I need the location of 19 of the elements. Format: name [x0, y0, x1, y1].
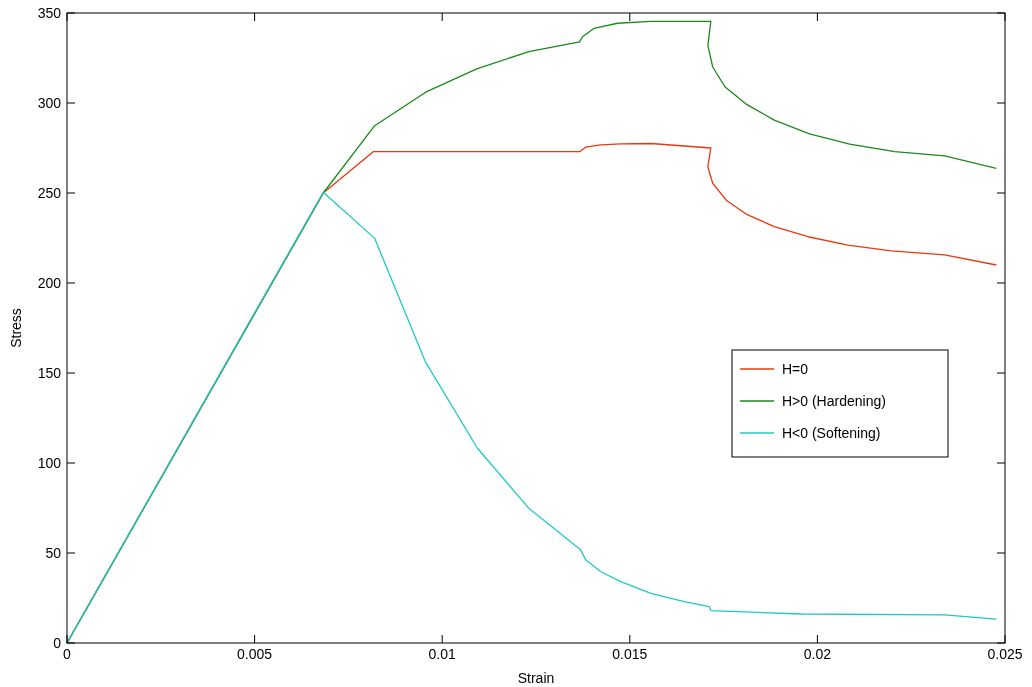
x-tick-label: 0.02	[803, 646, 832, 662]
legend-label: H>0 (Hardening)	[782, 392, 886, 409]
y-tick-label: 100	[37, 454, 62, 471]
x-axis-title: Strain	[517, 670, 555, 686]
y-tick-label: 0	[53, 634, 62, 651]
y-tick-label: 300	[37, 94, 62, 111]
x-tick-label: 0.025	[987, 646, 1023, 662]
x-tick-label: 0.015	[612, 646, 648, 662]
y-tick-label: 250	[37, 184, 62, 201]
y-tick-label: 350	[37, 4, 62, 21]
y-tick-label: 200	[37, 274, 62, 291]
legend-label: H<0 (Softening)	[782, 424, 881, 441]
y-axis-title: Stress	[8, 308, 24, 348]
x-tick-label: 0.01	[428, 646, 457, 662]
x-tick-label: 0.005	[237, 646, 273, 662]
y-tick-label: 150	[37, 364, 62, 381]
legend-label: H=0	[782, 360, 809, 377]
x-tick-label: 0	[63, 646, 72, 662]
y-tick-label: 50	[45, 544, 62, 561]
